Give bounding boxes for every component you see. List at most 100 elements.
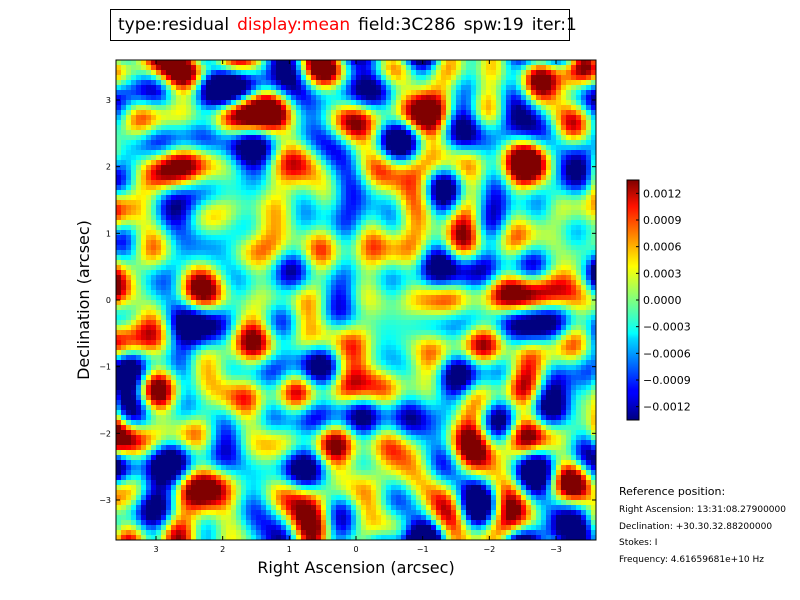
heatmap-cell (506, 145, 512, 151)
heatmap-cell (331, 235, 337, 241)
heatmap-cell (511, 110, 517, 116)
heatmap-cell (216, 95, 222, 101)
heatmap-cell (486, 190, 492, 196)
heatmap-cell (521, 90, 527, 96)
heatmap-cell (281, 185, 287, 191)
heatmap-cell (316, 155, 322, 161)
heatmap-cell (471, 295, 477, 301)
heatmap-cell (236, 185, 242, 191)
heatmap-cell (161, 85, 167, 91)
heatmap-cell (496, 265, 502, 271)
heatmap-cell (486, 250, 492, 256)
heatmap-cell (406, 160, 412, 166)
heatmap-cell (531, 220, 537, 226)
heatmap-cell (131, 80, 137, 86)
heatmap-cell (211, 200, 217, 206)
heatmap-cell (471, 130, 477, 136)
heatmap-cell (151, 200, 157, 206)
heatmap-cell (151, 225, 157, 231)
heatmap-cell (251, 195, 257, 201)
heatmap-cell (311, 150, 317, 156)
heatmap-cell (141, 130, 147, 136)
heatmap-cell (526, 150, 532, 156)
heatmap-cell (146, 240, 152, 246)
heatmap-cell (276, 180, 282, 186)
heatmap-cell (406, 105, 412, 111)
heatmap-cell (491, 80, 497, 86)
heatmap-cell (271, 95, 277, 101)
heatmap-cell (396, 250, 402, 256)
heatmap-cell (536, 155, 542, 161)
heatmap-cell (256, 230, 262, 236)
heatmap-cell (456, 220, 462, 226)
heatmap-cell (476, 200, 482, 206)
heatmap-cell (461, 155, 467, 161)
heatmap-cell (426, 275, 432, 281)
heatmap-cell (311, 300, 317, 306)
heatmap-cell (481, 120, 487, 126)
heatmap-cell (166, 115, 172, 121)
heatmap-cell (236, 280, 242, 286)
heatmap-cell (506, 140, 512, 146)
heatmap-cell (586, 70, 592, 76)
heatmap-cell (296, 260, 302, 266)
heatmap-cell (456, 250, 462, 256)
heatmap-cell (436, 210, 442, 216)
heatmap-cell (446, 185, 452, 191)
heatmap-cell (351, 110, 357, 116)
heatmap-cell (186, 315, 192, 321)
heatmap-cell (466, 225, 472, 231)
heatmap-cell (141, 255, 147, 261)
heatmap-cell (456, 100, 462, 106)
heatmap-cell (386, 175, 392, 181)
heatmap-cell (386, 150, 392, 156)
heatmap-cell (446, 175, 452, 181)
heatmap-cell (481, 285, 487, 291)
heatmap-cell (531, 245, 537, 251)
heatmap-cell (416, 315, 422, 321)
heatmap-cell (571, 290, 577, 296)
heatmap-cell (306, 70, 312, 76)
heatmap-cell (221, 240, 227, 246)
heatmap-cell (291, 200, 297, 206)
heatmap-cell (531, 105, 537, 111)
heatmap-cell (306, 155, 312, 161)
heatmap-cell (226, 270, 232, 276)
heatmap-cell (171, 180, 177, 186)
heatmap-cell (316, 85, 322, 91)
heatmap-cell (471, 120, 477, 126)
heatmap-cell (406, 110, 412, 116)
heatmap-cell (216, 185, 222, 191)
heatmap-cell (216, 120, 222, 126)
heatmap-cell (501, 185, 507, 191)
heatmap-cell (536, 260, 542, 266)
heatmap-cell (256, 195, 262, 201)
heatmap-cell (251, 300, 257, 306)
heatmap-cell (136, 95, 142, 101)
heatmap-cell (131, 310, 137, 316)
heatmap-cell (441, 315, 447, 321)
heatmap-cell (321, 155, 327, 161)
heatmap-cell (586, 275, 592, 281)
heatmap-cell (361, 130, 367, 136)
heatmap-cell (126, 155, 132, 161)
heatmap-cell (576, 275, 582, 281)
heatmap-cell (331, 140, 337, 146)
heatmap-cell (366, 300, 372, 306)
heatmap-cell (206, 310, 212, 316)
heatmap-cell (201, 285, 207, 291)
heatmap-cell (336, 115, 342, 121)
heatmap-cell (561, 170, 567, 176)
heatmap-cell (491, 270, 497, 276)
heatmap-cell (436, 300, 442, 306)
heatmap-cell (566, 95, 572, 101)
heatmap-cell (136, 310, 142, 316)
heatmap-cell (151, 65, 157, 71)
heatmap-cell (431, 205, 437, 211)
heatmap-cell (366, 205, 372, 211)
heatmap-cell (256, 310, 262, 316)
heatmap-cell (391, 255, 397, 261)
heatmap-cell (381, 165, 387, 171)
heatmap-cell (586, 175, 592, 181)
heatmap-cell (541, 260, 547, 266)
